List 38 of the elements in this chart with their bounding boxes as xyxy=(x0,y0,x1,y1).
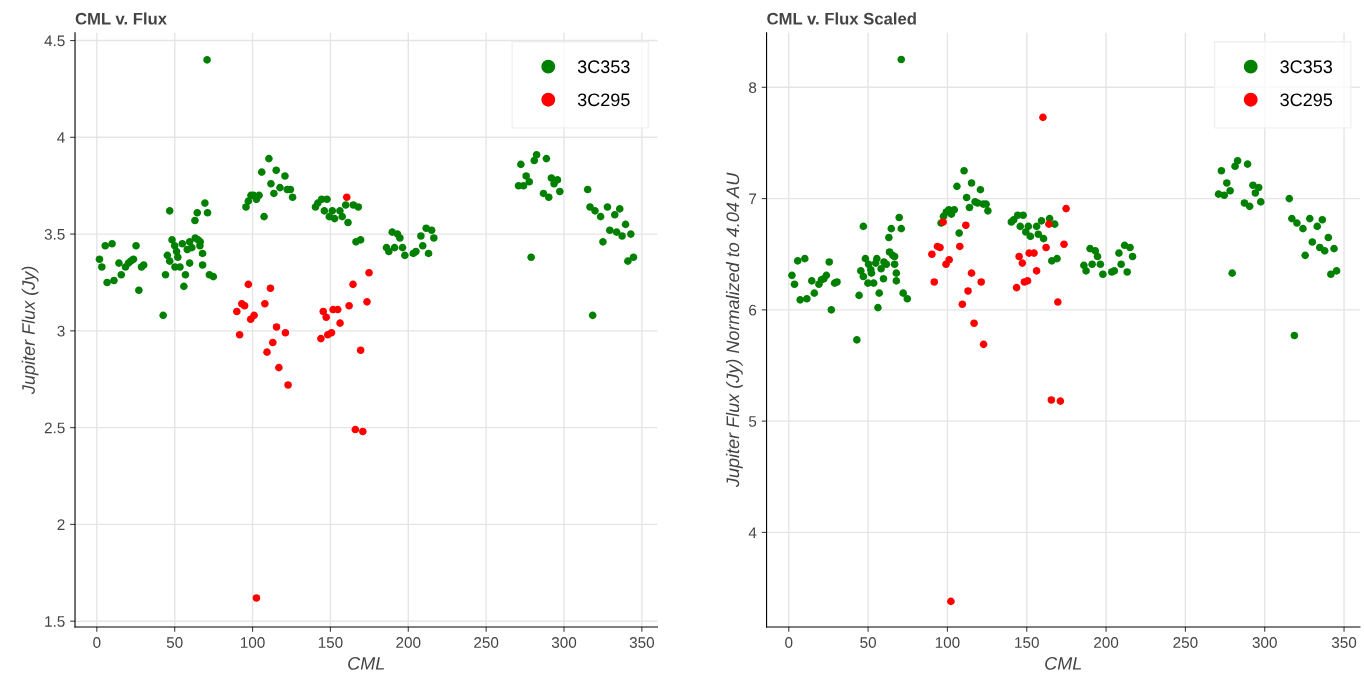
x-tick-label: 350 xyxy=(1331,637,1357,648)
y-tick-label: 6 xyxy=(749,304,757,316)
x-tick-label: 150 xyxy=(318,637,343,648)
legend-label: 3C353 xyxy=(577,60,630,74)
y-tick-label: 5 xyxy=(748,416,757,427)
y-tick-label: 8 xyxy=(749,82,757,93)
y-axis-title: Jupiter Flux (Jy) Normalized to 4.04 AU xyxy=(725,172,743,488)
x-tick-label: 100 xyxy=(935,637,960,648)
chart-title: CML v. Flux xyxy=(75,12,167,25)
x-tick-label: 250 xyxy=(1173,637,1198,648)
legend-label: 3C353 xyxy=(1280,60,1333,74)
legend-label: 3C295 xyxy=(1280,93,1333,107)
x-tick-label: 0 xyxy=(785,637,793,648)
x-tick-label: 0 xyxy=(93,637,101,648)
y-tick-label: 3.5 xyxy=(44,228,65,240)
y-tick-label: 4.5 xyxy=(44,35,65,47)
y-axis-title: Jupiter Flux (Jy) xyxy=(21,266,39,395)
y-tick-label: 1.5 xyxy=(45,616,65,627)
chart-title: CML v. Flux Scaled xyxy=(767,12,916,25)
x-tick-label: 200 xyxy=(396,637,421,648)
x-axis-title: CML xyxy=(1045,656,1082,670)
y-tick-label: 4 xyxy=(57,132,65,143)
x-tick-label: 50 xyxy=(860,637,876,648)
x-tick-label: 100 xyxy=(240,637,265,648)
legend-label: 3C295 xyxy=(577,93,630,107)
x-axis-title: CML xyxy=(348,656,385,670)
y-tick-label: 2.5 xyxy=(44,422,65,434)
x-tick-label: 150 xyxy=(1015,637,1039,648)
x-tick-label: 300 xyxy=(551,637,577,648)
x-tick-label: 200 xyxy=(1094,637,1119,648)
y-tick-label: 4 xyxy=(748,527,757,538)
y-tick-label: 2 xyxy=(57,519,65,530)
x-tick-label: 50 xyxy=(166,637,183,648)
x-tick-label: 350 xyxy=(629,637,655,648)
x-tick-label: 250 xyxy=(474,637,499,648)
y-tick-label: 7 xyxy=(749,193,757,205)
y-tick-label: 3 xyxy=(57,325,65,337)
x-tick-label: 300 xyxy=(1252,637,1277,648)
